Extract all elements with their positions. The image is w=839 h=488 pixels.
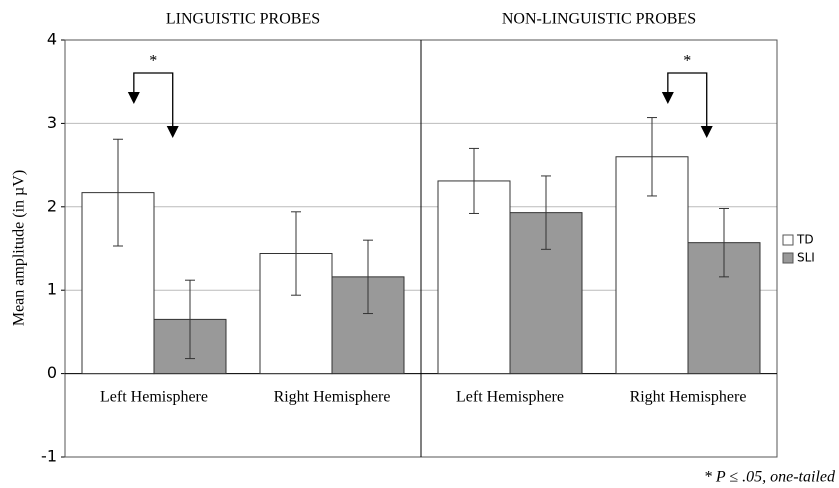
y-axis-label: Mean amplitude (in µV) [11, 170, 28, 326]
y-tick-label: 3 [47, 113, 57, 132]
legend-label: TD [796, 233, 814, 247]
x-tick-label: Left Hemisphere [456, 389, 564, 406]
arrowhead [166, 126, 179, 138]
x-tick-label: Right Hemisphere [274, 389, 391, 406]
footnote: * P ≤ .05, one-tailed [704, 469, 836, 486]
y-tick-label: 2 [47, 196, 57, 215]
bar [331, 276, 405, 375]
bracket [667, 72, 708, 128]
y-tick-label: 0 [47, 363, 57, 382]
y-tick-label: -1 [41, 447, 57, 466]
arrowhead [661, 92, 674, 104]
x-tick-label: Left Hemisphere [100, 389, 208, 406]
bracket [133, 72, 174, 128]
panel-title: NON-LINGUISTIC PROBES [502, 11, 696, 28]
y-tick-label: 4 [47, 30, 57, 49]
legend-swatch [782, 234, 794, 246]
x-tick-label: Right Hemisphere [630, 389, 747, 406]
annotation: * [683, 53, 691, 70]
legend-swatch [782, 252, 794, 264]
arrowhead [700, 126, 713, 138]
y-tick-label: 1 [47, 280, 57, 299]
annotation: * [149, 53, 157, 70]
panel-title: LINGUISTIC PROBES [166, 11, 320, 28]
legend-label: SLI [797, 251, 815, 265]
arrowhead [127, 92, 140, 104]
